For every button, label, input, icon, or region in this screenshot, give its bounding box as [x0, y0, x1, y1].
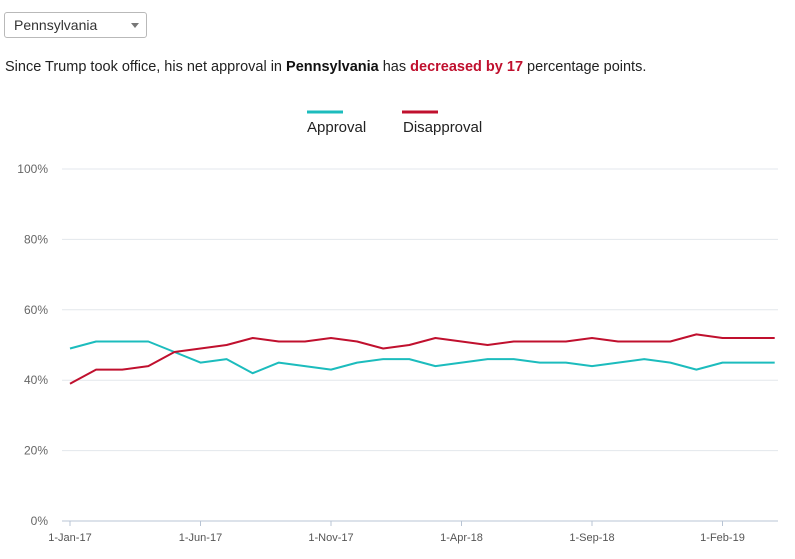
data-point — [722, 337, 724, 339]
data-point — [591, 365, 593, 367]
chevron-down-icon[interactable] — [131, 23, 139, 28]
x-tick-label: 1-Jun-17 — [179, 532, 222, 544]
data-point — [304, 365, 306, 367]
x-tick-label: 1-Feb-19 — [700, 532, 745, 544]
data-point — [147, 365, 149, 367]
data-point — [147, 341, 149, 343]
data-point — [748, 337, 750, 339]
summary-middle: has — [378, 59, 411, 75]
data-point — [356, 362, 358, 364]
data-point — [95, 369, 97, 371]
x-tick-label: 1-Apr-18 — [440, 532, 483, 544]
x-tick-label: 1-Nov-17 — [308, 532, 353, 544]
data-point — [617, 341, 619, 343]
data-point — [695, 333, 697, 335]
data-point — [434, 365, 436, 367]
data-point — [278, 362, 280, 364]
data-point — [69, 348, 71, 350]
summary-text: Since Trump took office, his net approva… — [5, 59, 646, 75]
summary-suffix: percentage points. — [523, 59, 647, 75]
summary-state: Pennsylvania — [286, 59, 379, 75]
y-tick-label: 40% — [24, 373, 48, 387]
data-point — [69, 383, 71, 385]
data-point — [226, 358, 228, 360]
data-point — [539, 341, 541, 343]
data-point — [565, 362, 567, 364]
data-point — [304, 341, 306, 343]
data-point — [330, 369, 332, 371]
state-select[interactable]: Pennsylvania — [4, 12, 147, 38]
data-point — [695, 369, 697, 371]
data-point — [408, 344, 410, 346]
data-point — [669, 341, 671, 343]
legend-label-disapproval: Disapproval — [403, 119, 482, 136]
data-point — [356, 341, 358, 343]
series-line-disapproval — [69, 333, 775, 385]
data-point — [774, 362, 776, 364]
x-tick-label: 1-Jan-17 — [48, 532, 91, 544]
data-point — [200, 362, 202, 364]
data-point — [252, 337, 254, 339]
data-point — [513, 341, 515, 343]
data-point — [539, 362, 541, 364]
data-point — [722, 362, 724, 364]
data-point — [200, 348, 202, 350]
data-point — [565, 341, 567, 343]
series-line-approval — [69, 340, 775, 375]
y-tick-label: 60% — [24, 303, 48, 317]
y-tick-label: 20% — [24, 444, 48, 458]
y-tick-label: 0% — [31, 514, 49, 528]
data-point — [95, 341, 97, 343]
data-point — [617, 362, 619, 364]
data-point — [226, 344, 228, 346]
data-point — [748, 362, 750, 364]
summary-change: decreased by 17 — [410, 59, 524, 75]
data-point — [513, 358, 515, 360]
data-point — [173, 351, 175, 353]
y-tick-label: 80% — [24, 232, 48, 246]
data-point — [408, 358, 410, 360]
data-point — [121, 341, 123, 343]
data-point — [461, 341, 463, 343]
x-tick-label: 1-Sep-18 — [569, 532, 614, 544]
data-point — [591, 337, 593, 339]
data-point — [461, 362, 463, 364]
y-tick-label: 100% — [17, 162, 48, 176]
summary-prefix: Since Trump took office, his net approva… — [5, 59, 287, 75]
data-point — [252, 372, 254, 374]
data-point — [643, 358, 645, 360]
data-point — [278, 341, 280, 343]
data-point — [487, 358, 489, 360]
data-point — [330, 337, 332, 339]
data-point — [382, 358, 384, 360]
data-point — [382, 348, 384, 350]
state-select-value: Pennsylvania — [14, 17, 98, 33]
data-point — [487, 344, 489, 346]
data-point — [434, 337, 436, 339]
legend-label-approval: Approval — [307, 119, 366, 136]
data-point — [774, 337, 776, 339]
data-point — [121, 369, 123, 371]
data-point — [643, 341, 645, 343]
data-point — [669, 362, 671, 364]
